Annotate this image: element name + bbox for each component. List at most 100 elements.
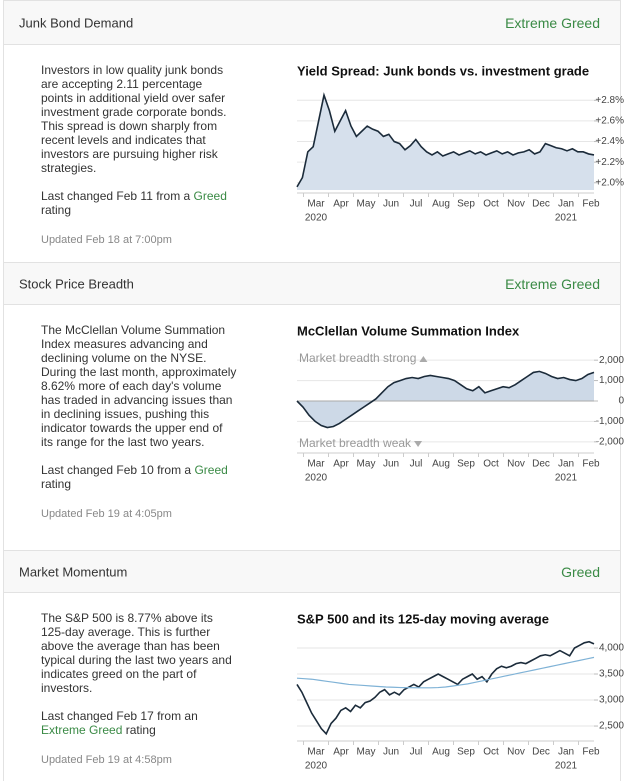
x-tick-label: Jun: [383, 199, 399, 210]
panel-body: Investors in low quality junk bonds are …: [4, 45, 624, 262]
x-tick-label: Jan: [558, 747, 574, 758]
x-tick-label: Dec: [532, 747, 550, 758]
panel-title: Stock Price Breadth: [19, 276, 134, 291]
last-changed-text: Last changed Feb 11 from a: [41, 189, 191, 203]
panel-title: Junk Bond Demand: [19, 15, 134, 30]
chart: Yield Spread: Junk bonds vs. investment …: [296, 63, 624, 224]
x-tick-label: May: [357, 747, 376, 758]
line: [296, 640, 595, 736]
text-column: The S&P 500 is 8.77% above its 125-day a…: [41, 611, 237, 767]
last-changed: Last changed Feb 17 from an Extreme Gree…: [41, 709, 237, 737]
text-column: The McClellan Volume Summation Index mea…: [41, 323, 237, 521]
description: The S&P 500 is 8.77% above its 125-day a…: [41, 611, 232, 695]
panel: Market Momentum Greed The S&P 500 is 8.77%…: [3, 550, 624, 781]
last-changed-text: Last changed Feb 10 from a: [41, 463, 192, 477]
x-tick-label: Sep: [457, 199, 475, 210]
x-tick-label: Aug: [432, 747, 450, 758]
x-tick-label: Sep: [457, 747, 475, 758]
y-tick-label: -2,000: [596, 436, 625, 447]
year-label: 2020: [305, 473, 328, 484]
panel-title: Market Momentum: [19, 564, 128, 579]
y-tick-label: 2,500: [599, 721, 624, 732]
year-label: 2020: [305, 213, 328, 224]
x-tick-label: Feb: [582, 747, 600, 758]
year-label: 2021: [555, 473, 578, 484]
chart-title: S&P 500 and its 125-day moving average: [297, 611, 549, 626]
panel-body: The S&P 500 is 8.77% above its 125-day a…: [4, 593, 624, 781]
previous-rating: Extreme Greed: [41, 723, 123, 737]
panel-body: The McClellan Volume Summation Index mea…: [4, 305, 624, 550]
panel: Junk Bond Demand Extreme Greed Investors i…: [3, 0, 624, 262]
y-tick-label: +2.2%: [595, 157, 624, 168]
panel-header: Stock Price Breadth Extreme Greed: [4, 262, 620, 305]
updated: Updated Feb 18 at 7:00pm: [41, 234, 172, 246]
annotation: Market breadth weak: [299, 436, 412, 450]
x-tick-label: Feb: [582, 459, 600, 470]
description: Investors in low quality junk bonds are …: [41, 63, 227, 175]
x-tick-label: Apr: [333, 747, 349, 758]
x-tick-label: Dec: [532, 459, 550, 470]
year-label: 2020: [305, 761, 328, 772]
rating: Extreme Greed: [505, 14, 600, 31]
y-tick-label: 3,000: [599, 695, 624, 706]
rating-suffix: rating: [41, 203, 72, 217]
description: The McClellan Volume Summation Index mea…: [41, 323, 237, 449]
x-tick-label: Jul: [410, 747, 423, 758]
year-label: 2021: [555, 761, 578, 772]
x-tick-label: Jun: [383, 747, 399, 758]
x-tick-label: Mar: [307, 199, 325, 210]
y-tick-label: 2,000: [599, 355, 624, 366]
chart-title: McClellan Volume Summation Index: [297, 323, 520, 338]
x-tick-label: Sep: [457, 459, 475, 470]
y-tick-label: 0: [618, 396, 624, 407]
x-tick-label: Nov: [507, 747, 525, 758]
x-tick-label: May: [357, 459, 376, 470]
y-tick-label: 4,000: [599, 643, 624, 654]
area-fill: [297, 371, 594, 428]
y-tick-label: -1,000: [596, 416, 625, 427]
x-tick-label: Jul: [410, 459, 423, 470]
x-tick-label: Jan: [558, 459, 574, 470]
panel-header: Junk Bond Demand Extreme Greed: [4, 0, 620, 45]
text-column: Investors in low quality junk bonds are …: [41, 63, 237, 247]
y-tick-label: 1,000: [599, 375, 624, 386]
x-tick-label: Dec: [532, 199, 550, 210]
previous-rating: Greed: [194, 463, 228, 477]
last-changed: Last changed Feb 10 from a Greed rating: [41, 463, 237, 491]
y-tick-label: +2.8%: [595, 95, 624, 106]
annotation-arrow: [414, 441, 423, 447]
x-tick-label: Jan: [558, 199, 574, 210]
line: [296, 92, 595, 188]
x-tick-label: Feb: [582, 199, 600, 210]
x-tick-label: Jun: [383, 459, 399, 470]
x-tick-label: Nov: [507, 199, 525, 210]
last-changed-text: Last changed Feb 17 from an: [41, 709, 198, 723]
x-tick-label: Aug: [432, 199, 450, 210]
y-tick-label: +2.0%: [595, 177, 624, 188]
previous-rating: Greed: [193, 189, 227, 203]
line: [296, 656, 595, 689]
x-tick-label: Apr: [333, 459, 349, 470]
updated: Updated Feb 19 at 4:58pm: [41, 754, 172, 766]
panel-header: Market Momentum Greed: [4, 550, 620, 593]
panel: Stock Price Breadth Extreme Greed The McCl…: [3, 262, 624, 550]
area-fill: [297, 95, 594, 190]
x-tick-label: Oct: [483, 199, 499, 210]
x-tick-label: Oct: [483, 459, 499, 470]
y-tick-label: +2.4%: [595, 136, 624, 147]
rating-suffix: rating: [125, 723, 156, 737]
year-label: 2021: [555, 213, 578, 224]
x-tick-label: Mar: [307, 459, 325, 470]
rating: Extreme Greed: [505, 275, 600, 292]
rating: Greed: [561, 563, 600, 580]
chart: S&P 500 and its 125-day moving average 4,…: [296, 611, 624, 772]
x-tick-label: Apr: [333, 199, 349, 210]
chart-title: Yield Spread: Junk bonds vs. investment …: [297, 63, 589, 78]
annotation: Market breadth strong: [299, 351, 416, 365]
x-tick-label: Aug: [432, 459, 450, 470]
rating-suffix: rating: [41, 477, 72, 491]
chart: McClellan Volume Summation Index 2,000 1,0…: [296, 323, 625, 484]
line: [296, 370, 595, 429]
y-tick-label: 3,500: [599, 669, 624, 680]
